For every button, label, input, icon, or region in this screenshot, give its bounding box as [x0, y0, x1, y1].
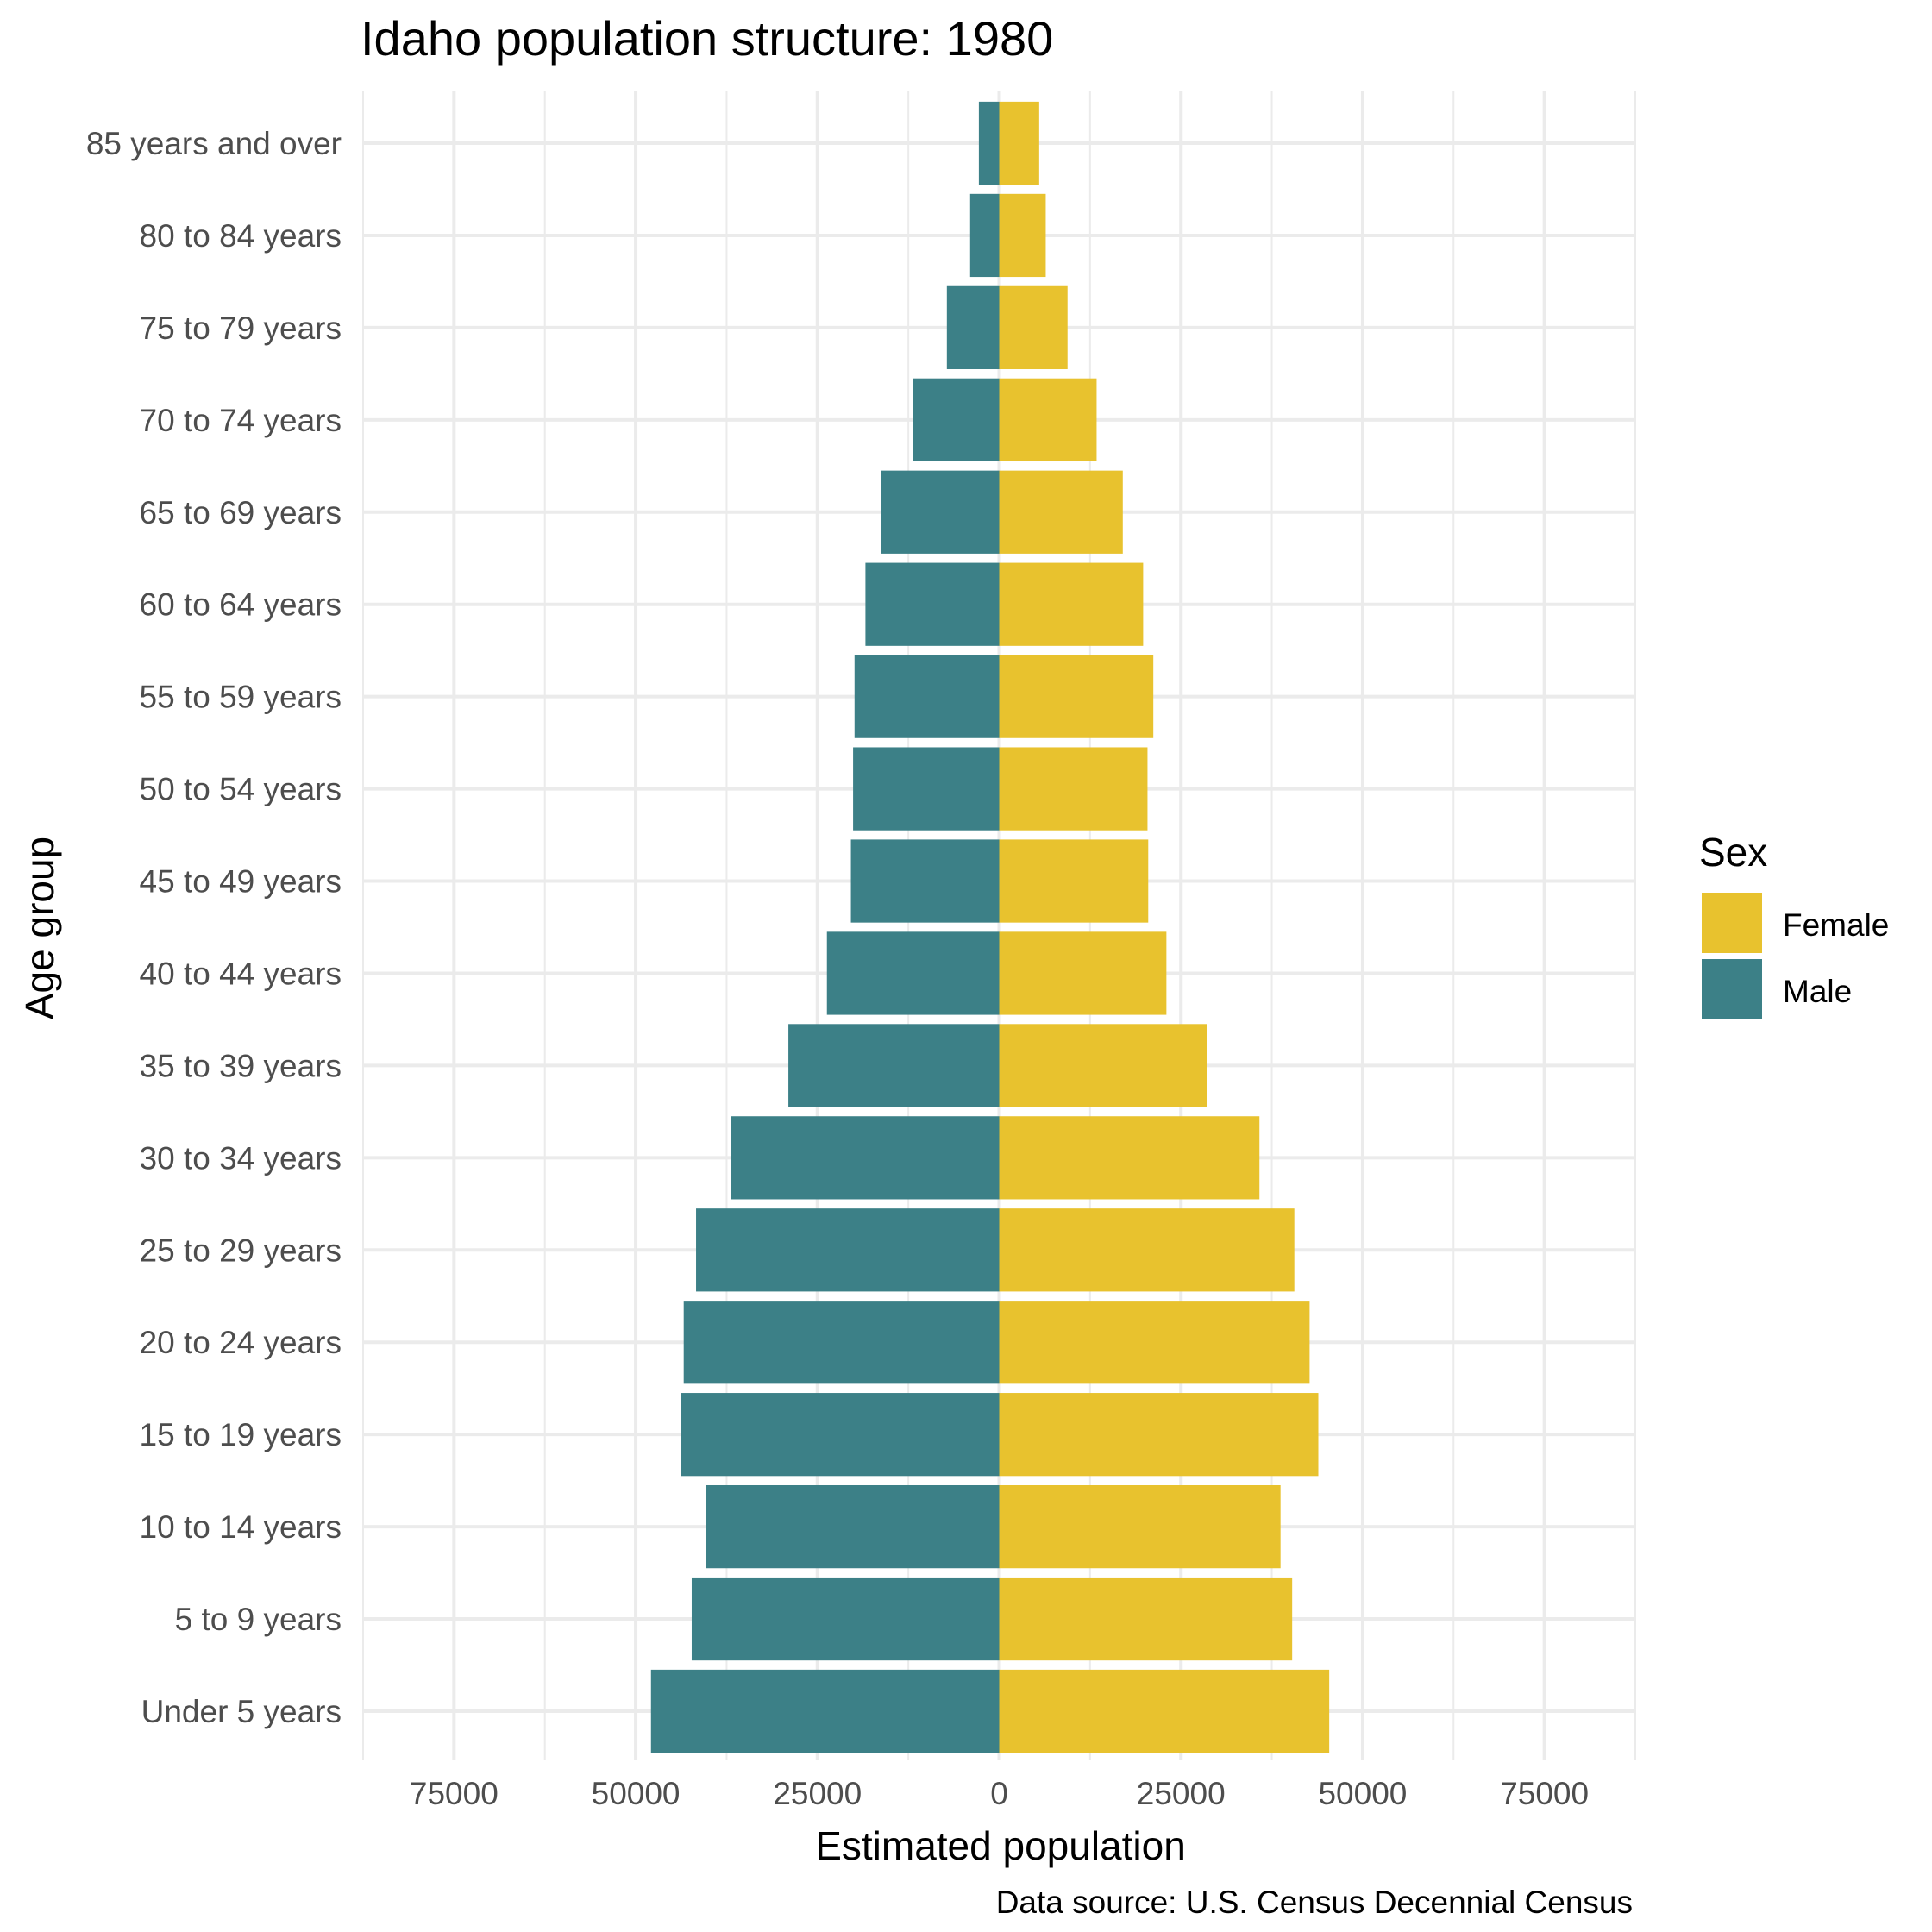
y-tick-label: 75 to 79 years [140, 310, 342, 346]
bar-male-6 [731, 1116, 1000, 1200]
bar-male-3 [681, 1393, 1000, 1477]
bar-female-12 [999, 562, 1144, 646]
bar-male-12 [865, 562, 1000, 646]
caption: Data source: U.S. Census Decennial Censu… [996, 1885, 1633, 1920]
bar-male-16 [969, 193, 1000, 278]
bar-female-7 [999, 1024, 1208, 1107]
bar-male-15 [946, 285, 1000, 370]
legend-label-male: Male [1783, 974, 1852, 1009]
bar-female-6 [999, 1116, 1260, 1200]
bar-female-5 [999, 1208, 1295, 1292]
y-tick-labels: Under 5 years 5 to 9 years 10 to 14 years 1… [86, 126, 342, 1729]
y-tick-label: Under 5 years [141, 1694, 342, 1729]
y-tick-label: 10 to 14 years [140, 1509, 342, 1545]
bar-male-9 [850, 839, 1000, 923]
bar-male-10 [853, 747, 1000, 831]
bar-female-3 [999, 1393, 1319, 1477]
bar-male-17 [978, 101, 1000, 185]
bar-female-17 [999, 101, 1039, 185]
y-tick-label: 20 to 24 years [140, 1325, 342, 1360]
bars [650, 101, 1330, 1753]
bar-male-5 [696, 1208, 1000, 1292]
y-tick-label: 85 years and over [86, 126, 342, 161]
legend-title: Sex [1699, 830, 1767, 875]
y-tick-label: 25 to 29 years [140, 1233, 342, 1268]
bar-male-7 [788, 1024, 1000, 1107]
legend-label-female: Female [1783, 907, 1889, 943]
x-tick-label: 50000 [1318, 1776, 1407, 1811]
chart-title: Idaho population structure: 1980 [361, 11, 1053, 66]
y-tick-label: 70 to 74 years [140, 403, 342, 438]
x-tick-label: 25000 [1137, 1776, 1226, 1811]
bar-female-8 [999, 932, 1167, 1015]
bar-female-4 [999, 1301, 1310, 1384]
bar-female-14 [999, 378, 1097, 461]
y-tick-label: 40 to 44 years [140, 956, 342, 991]
x-tick-label: 75000 [1500, 1776, 1589, 1811]
bar-female-11 [999, 655, 1154, 738]
bar-female-13 [999, 470, 1123, 554]
bar-female-2 [999, 1484, 1281, 1569]
y-tick-label: 50 to 54 years [140, 772, 342, 807]
y-axis-title: Age group [17, 837, 62, 1019]
bar-male-11 [854, 655, 1000, 738]
y-tick-label: 30 to 34 years [140, 1140, 342, 1176]
bar-female-15 [999, 285, 1068, 370]
bar-female-0 [999, 1669, 1330, 1753]
legend-key-female [1702, 893, 1762, 953]
bar-female-16 [999, 193, 1046, 278]
y-tick-label: 60 to 64 years [140, 587, 342, 623]
x-tick-label: 50000 [592, 1776, 681, 1811]
y-tick-label: 80 to 84 years [140, 218, 342, 254]
y-tick-label: 65 to 69 years [140, 495, 342, 530]
bar-male-14 [913, 378, 1000, 461]
x-tick-label: 75000 [410, 1776, 499, 1811]
y-tick-label: 45 to 49 years [140, 864, 342, 900]
x-tick-labels: 75000 50000 25000 0 25000 50000 75000 [410, 1776, 1589, 1811]
x-tick-label: 0 [990, 1776, 1008, 1811]
bar-male-1 [691, 1577, 1000, 1661]
x-axis-title: Estimated population [815, 1823, 1186, 1868]
y-tick-label: 15 to 19 years [140, 1417, 342, 1452]
bar-male-13 [881, 470, 1000, 554]
y-tick-label: 5 to 9 years [175, 1602, 342, 1637]
x-tick-label: 25000 [773, 1776, 862, 1811]
bar-male-8 [826, 932, 1000, 1015]
y-tick-label: 55 to 59 years [140, 680, 342, 715]
bar-male-2 [706, 1484, 1000, 1569]
bar-male-4 [683, 1301, 1000, 1384]
bar-female-10 [999, 747, 1148, 831]
legend: Sex Female Male [1699, 830, 1889, 1019]
y-tick-label: 35 to 39 years [140, 1048, 342, 1083]
bar-female-1 [999, 1577, 1293, 1661]
bar-male-0 [650, 1669, 1000, 1753]
bar-female-9 [999, 839, 1149, 923]
legend-key-male [1702, 959, 1762, 1019]
